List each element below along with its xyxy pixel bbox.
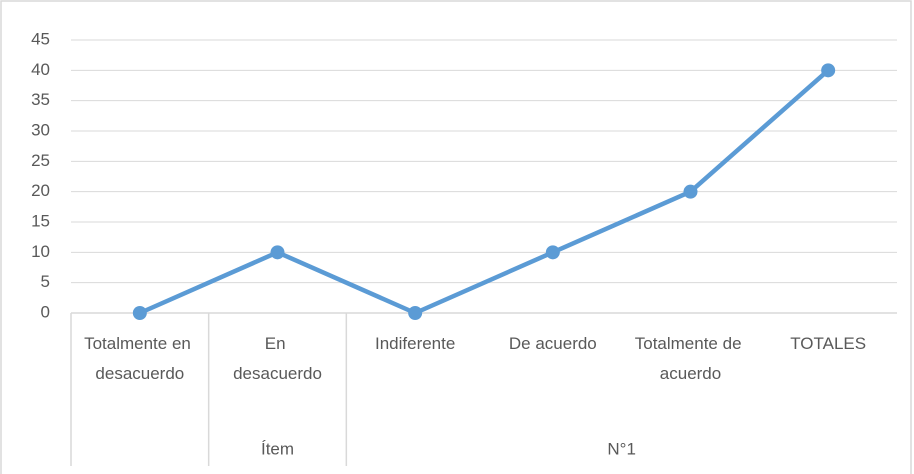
marker <box>132 306 147 320</box>
x-group-label: Ítem <box>261 439 294 458</box>
x-tick-label: De acuerdo <box>509 334 597 353</box>
x-group-label: N°1 <box>607 439 636 458</box>
marker <box>683 184 698 199</box>
y-tick-label: 5 <box>41 272 50 291</box>
y-tick-label: 0 <box>41 302 50 321</box>
x-tick-label: Totalmente en desacuerdo <box>84 334 196 383</box>
line <box>137 68 831 316</box>
category-axis: Totalmente en desacuerdo En desacuerdo Ind… <box>70 312 897 466</box>
y-tick-label: 35 <box>31 90 50 109</box>
marker <box>408 306 423 320</box>
y-tick-label: 40 <box>31 60 50 79</box>
y-tick-label: 20 <box>31 181 50 200</box>
marker <box>270 245 285 260</box>
y-tick-label: 30 <box>31 120 50 139</box>
x-tick-label: Totalmente de acuerdo <box>635 334 747 383</box>
x-tick-label: TOTALES <box>790 334 866 353</box>
x-tick-label: En desacuerdo <box>233 334 322 383</box>
marker <box>545 245 560 260</box>
y-tick-label: 45 <box>31 29 50 48</box>
marker <box>821 63 836 78</box>
x-tick-label: Indiferente <box>375 334 455 353</box>
y-tick-label: 25 <box>31 151 50 170</box>
y-tick-label: 10 <box>31 242 50 261</box>
y-tick-label: 15 <box>31 211 50 230</box>
plot <box>132 63 836 320</box>
